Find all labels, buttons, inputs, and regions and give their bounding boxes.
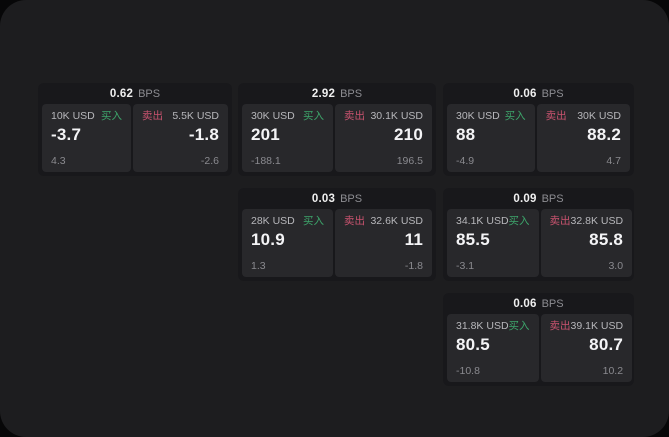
buy-label: 买入 [508,320,530,332]
buy-label: 买入 [101,110,123,122]
bps-unit-label: BPS [541,87,564,100]
buy-size: 30K USD [251,110,295,122]
buy-panel[interactable]: 34.1K USD 买入 85.5 -3.1 [447,209,539,277]
sell-label: 卖出 [142,110,164,122]
sell-label: 卖出 [545,110,567,122]
buy-delta: 4.3 [51,154,66,167]
buy-label: 买入 [504,110,526,122]
bps-value: 0.62 [109,87,134,100]
card-header: 0.62 BPS [42,83,228,104]
sell-price: 80.7 [589,334,624,354]
buy-panel[interactable]: 30K USD 买入 88 -4.9 [447,104,535,172]
sell-price: 88.2 [587,124,621,144]
card-body: 10K USD 买入 -3.7 4.3 卖出 5.5K USD -1.8 -2.… [42,104,228,172]
card-body: 30K USD 买入 201 -188.1 卖出 30.1K USD 210 1… [242,104,432,172]
card-header: 2.92 BPS [242,83,432,104]
bps-unit-label: BPS [138,87,161,100]
card-header: 0.06 BPS [447,293,630,314]
card-header: 0.03 BPS [242,188,432,209]
buy-label: 买入 [302,215,324,227]
sell-delta: 3.0 [608,259,624,272]
buy-delta: -188.1 [251,154,281,167]
buy-delta: -10.8 [456,364,480,377]
sell-size: 30.1K USD [370,110,423,122]
bps-value: 0.03 [311,192,336,205]
sell-label: 卖出 [549,215,571,227]
buy-panel[interactable]: 10K USD 买入 -3.7 4.3 [42,104,132,172]
sell-delta: 4.7 [606,154,621,167]
sell-price: 85.8 [589,229,624,249]
quote-card: 0.03 BPS 28K USD 买入 10.9 1.3 卖出 32.6K US… [238,188,436,281]
sell-delta: -2.6 [200,154,219,167]
sell-price: -1.8 [188,124,219,144]
buy-delta: -4.9 [456,154,475,167]
buy-label: 买入 [302,110,324,122]
buy-size: 28K USD [251,215,295,227]
buy-price: 10.9 [251,229,285,249]
sell-panel[interactable]: 卖出 30.1K USD 210 196.5 [334,104,432,172]
sell-panel[interactable]: 卖出 39.1K USD 80.7 10.2 [540,314,633,382]
buy-price: 85.5 [456,229,490,249]
bps-unit-label: BPS [541,192,564,205]
buy-size: 30K USD [456,110,500,122]
bps-value: 0.06 [513,297,537,310]
sell-size: 39.1K USD [570,320,624,332]
buy-label: 买入 [508,215,530,227]
buy-size: 34.1K USD [456,215,509,227]
buy-panel[interactable]: 31.8K USD 买入 80.5 -10.8 [447,314,539,382]
buy-size: 10K USD [51,110,95,122]
sell-label: 卖出 [343,215,365,227]
sell-panel[interactable]: 卖出 30K USD 88.2 4.7 [536,104,630,172]
buy-panel[interactable]: 30K USD 买入 201 -188.1 [242,104,333,172]
sell-delta: 10.2 [602,364,624,377]
sell-delta: 196.5 [396,154,423,167]
card-body: 34.1K USD 买入 85.5 -3.1 卖出 32.8K USD 85.8… [447,209,633,277]
card-header: 0.09 BPS [447,188,630,209]
card-body: 31.8K USD 买入 80.5 -10.8 卖出 39.1K USD 80.… [447,314,633,382]
bps-value: 2.92 [311,87,336,100]
sell-price: 11 [404,229,423,249]
buy-panel[interactable]: 28K USD 买入 10.9 1.3 [242,209,333,277]
card-header: 0.06 BPS [447,83,630,104]
sell-price: 210 [394,124,423,144]
quote-card: 0.62 BPS 10K USD 买入 -3.7 4.3 卖出 5.5K USD… [38,83,232,176]
bps-unit-label: BPS [340,87,363,100]
sell-delta: -1.8 [404,259,423,272]
bps-value: 0.06 [513,87,537,100]
buy-price: 201 [251,124,280,144]
bps-unit-label: BPS [541,297,564,310]
sell-size: 32.8K USD [570,215,624,227]
quote-card: 0.09 BPS 34.1K USD 买入 85.5 -3.1 卖出 32.8K… [443,188,634,281]
sell-panel[interactable]: 卖出 5.5K USD -1.8 -2.6 [133,104,228,172]
sell-label: 卖出 [343,110,365,122]
card-body: 30K USD 买入 88 -4.9 卖出 30K USD 88.2 4.7 [447,104,630,172]
buy-delta: -3.1 [456,259,475,272]
buy-price: 88 [456,124,476,144]
card-body: 28K USD 买入 10.9 1.3 卖出 32.6K USD 11 -1.8 [242,209,432,277]
buy-delta: 1.3 [251,259,266,272]
sell-label: 卖出 [549,320,571,332]
sell-size: 30K USD [577,110,621,122]
sell-panel[interactable]: 卖出 32.8K USD 85.8 3.0 [540,209,633,277]
quote-card: 0.06 BPS 31.8K USD 买入 80.5 -10.8 卖出 39.1… [443,293,634,386]
bps-unit-label: BPS [340,192,363,205]
sell-size: 32.6K USD [370,215,423,227]
sell-panel[interactable]: 卖出 32.6K USD 11 -1.8 [334,209,432,277]
buy-price: 80.5 [456,334,490,354]
buy-size: 31.8K USD [456,320,509,332]
sell-size: 5.5K USD [172,110,219,122]
bps-value: 0.09 [513,192,537,205]
quote-card: 2.92 BPS 30K USD 买入 201 -188.1 卖出 30.1K … [238,83,436,176]
buy-price: -3.7 [51,124,82,144]
quote-card: 0.06 BPS 30K USD 买入 88 -4.9 卖出 30K USD 8… [443,83,634,176]
